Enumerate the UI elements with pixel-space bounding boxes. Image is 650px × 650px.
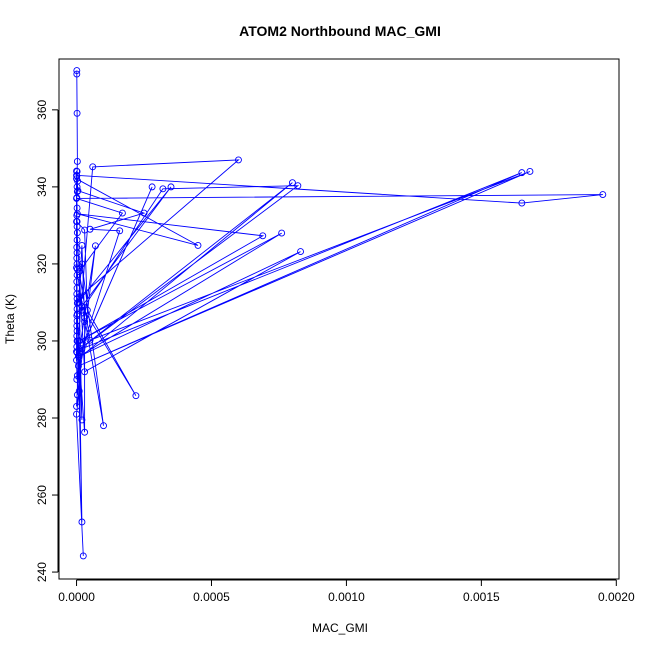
data-point bbox=[73, 171, 80, 179]
data-point bbox=[73, 402, 80, 410]
data-point bbox=[91, 242, 99, 250]
data-point bbox=[297, 248, 304, 256]
data-point bbox=[73, 194, 80, 202]
data-point bbox=[194, 241, 202, 249]
data-point bbox=[81, 314, 89, 322]
y-tick-label: 340 bbox=[35, 177, 49, 197]
data-point bbox=[73, 349, 81, 356]
data-point bbox=[288, 179, 296, 187]
data-point bbox=[73, 278, 81, 286]
data-point bbox=[259, 232, 267, 240]
data-point bbox=[518, 199, 526, 207]
data-point bbox=[73, 229, 81, 237]
data-point bbox=[599, 191, 607, 199]
data-point bbox=[75, 349, 83, 356]
data-point bbox=[235, 156, 242, 164]
data-point bbox=[75, 387, 83, 395]
data-point bbox=[73, 264, 80, 272]
data-point bbox=[73, 322, 81, 330]
data-point bbox=[159, 185, 167, 193]
data-point bbox=[78, 306, 86, 314]
data-point bbox=[73, 109, 81, 117]
data-point bbox=[78, 260, 86, 268]
data-point bbox=[73, 70, 81, 78]
x-axis: 0.0000 0.0005 0.0010 0.0015 0.0020 bbox=[58, 579, 635, 604]
data-point bbox=[81, 318, 89, 326]
data-point bbox=[118, 209, 126, 217]
data-point bbox=[73, 249, 81, 257]
data-point bbox=[83, 306, 91, 314]
data-point bbox=[73, 260, 81, 268]
data-point bbox=[526, 168, 534, 175]
x-tick-label: 0.0015 bbox=[463, 590, 500, 604]
data-point bbox=[73, 183, 81, 191]
x-tick-label: 0.0000 bbox=[58, 590, 95, 604]
y-axis-label: Theta (K) bbox=[3, 294, 17, 344]
data-point bbox=[73, 391, 81, 399]
y-tick-label: 280 bbox=[35, 408, 49, 428]
data-point bbox=[81, 428, 89, 436]
data-point bbox=[294, 182, 302, 190]
series-layer bbox=[73, 67, 607, 560]
data-point bbox=[89, 163, 97, 171]
data-point bbox=[79, 552, 87, 560]
data-point bbox=[78, 416, 86, 424]
data-point bbox=[74, 337, 82, 345]
y-axis: 240 260 280 300 320 340 360 bbox=[35, 100, 59, 582]
data-point bbox=[148, 183, 156, 191]
y-tick-label: 240 bbox=[35, 562, 49, 582]
data-point bbox=[73, 372, 81, 380]
data-point bbox=[73, 218, 80, 225]
data-point bbox=[167, 183, 175, 191]
plot-frame bbox=[58, 58, 620, 580]
data-point bbox=[140, 209, 148, 217]
data-point bbox=[73, 167, 80, 175]
data-point bbox=[73, 271, 81, 279]
data-point bbox=[86, 225, 94, 233]
data-point bbox=[73, 376, 81, 383]
x-tick-label: 0.0010 bbox=[328, 590, 365, 604]
data-point bbox=[81, 368, 89, 376]
x-tick-label: 0.0005 bbox=[193, 590, 230, 604]
data-point bbox=[116, 227, 124, 235]
data-point bbox=[132, 392, 140, 400]
data-point bbox=[74, 362, 82, 370]
data-point bbox=[79, 341, 87, 349]
x-tick-label: 0.0020 bbox=[598, 590, 635, 604]
data-point bbox=[73, 236, 81, 244]
y-tick-label: 260 bbox=[35, 485, 49, 505]
data-point bbox=[74, 187, 82, 195]
data-point bbox=[73, 317, 81, 325]
data-point bbox=[73, 67, 81, 75]
data-point bbox=[75, 298, 83, 306]
data-point bbox=[278, 229, 286, 237]
data-point bbox=[78, 241, 86, 249]
data-point bbox=[73, 310, 81, 318]
data-point bbox=[81, 226, 89, 234]
data-point bbox=[73, 327, 81, 335]
data-point bbox=[73, 410, 80, 418]
y-tick-label: 320 bbox=[35, 254, 49, 274]
x-axis-label: MAC_GMI bbox=[312, 621, 368, 635]
y-tick-label: 300 bbox=[35, 331, 49, 351]
chart-title: ATOM2 Northbound MAC_GMI bbox=[239, 23, 441, 39]
data-point bbox=[73, 210, 81, 218]
data-point bbox=[100, 422, 107, 430]
data-point bbox=[78, 518, 86, 526]
data-point bbox=[86, 336, 94, 344]
data-point bbox=[518, 169, 526, 177]
series-line bbox=[75, 70, 603, 556]
data-point bbox=[73, 158, 81, 165]
y-tick-label: 360 bbox=[35, 100, 49, 120]
data-point bbox=[73, 175, 80, 183]
data-point bbox=[75, 352, 83, 360]
